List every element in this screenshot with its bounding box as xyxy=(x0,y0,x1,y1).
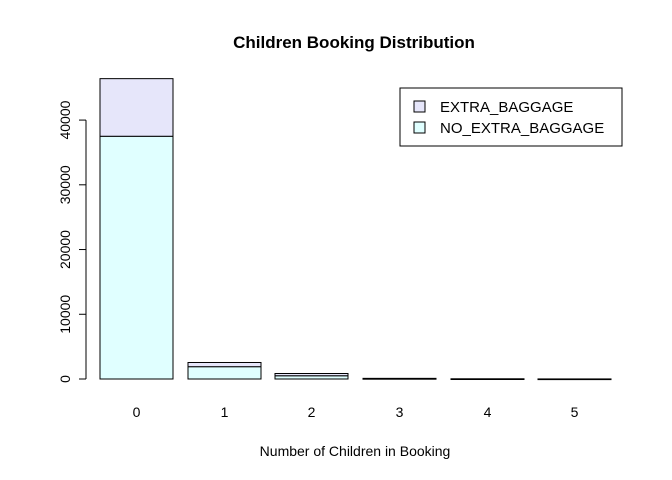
x-tick-label: 1 xyxy=(221,404,229,420)
legend: EXTRA_BAGGAGE NO_EXTRA_BAGGAGE xyxy=(399,87,623,147)
x-tick-label: 5 xyxy=(571,404,579,420)
y-tick-label: 20000 xyxy=(57,230,73,269)
bar-no-extra-baggage-1 xyxy=(187,366,262,380)
y-axis: 0 10000 20000 30000 40000 xyxy=(57,100,87,383)
bar-extra-baggage-0 xyxy=(99,78,174,137)
y-tick-label: 10000 xyxy=(57,295,73,334)
y-tick-label: 40000 xyxy=(57,100,73,139)
bar-extra-baggage-1 xyxy=(187,361,262,368)
legend-swatch-extra-baggage xyxy=(413,100,426,113)
bar-extra-baggage-2 xyxy=(274,372,349,377)
x-axis-label: Number of Children in Booking xyxy=(260,443,451,459)
x-tick-label: 3 xyxy=(396,404,404,420)
x-tick-labels: 0 1 2 3 4 5 xyxy=(133,404,579,420)
x-tick-label: 4 xyxy=(484,404,492,420)
x-tick-label: 0 xyxy=(133,404,141,420)
bar-extra-baggage-5 xyxy=(537,378,612,381)
legend-label-no-extra-baggage: NO_EXTRA_BAGGAGE xyxy=(440,120,604,137)
legend-swatch-no-extra-baggage xyxy=(413,121,426,134)
y-tick-label: 30000 xyxy=(57,165,73,204)
bars xyxy=(99,78,612,381)
legend-label-extra-baggage: EXTRA_BAGGAGE xyxy=(440,99,573,116)
x-tick-label: 2 xyxy=(308,404,316,420)
bar-extra-baggage-4 xyxy=(450,378,525,380)
chart-title: Children Booking Distribution xyxy=(233,33,475,52)
legend-box xyxy=(399,87,623,147)
y-tick-label: 0 xyxy=(57,375,73,383)
bar-no-extra-baggage-0 xyxy=(99,135,174,380)
bar-extra-baggage-3 xyxy=(362,377,437,380)
